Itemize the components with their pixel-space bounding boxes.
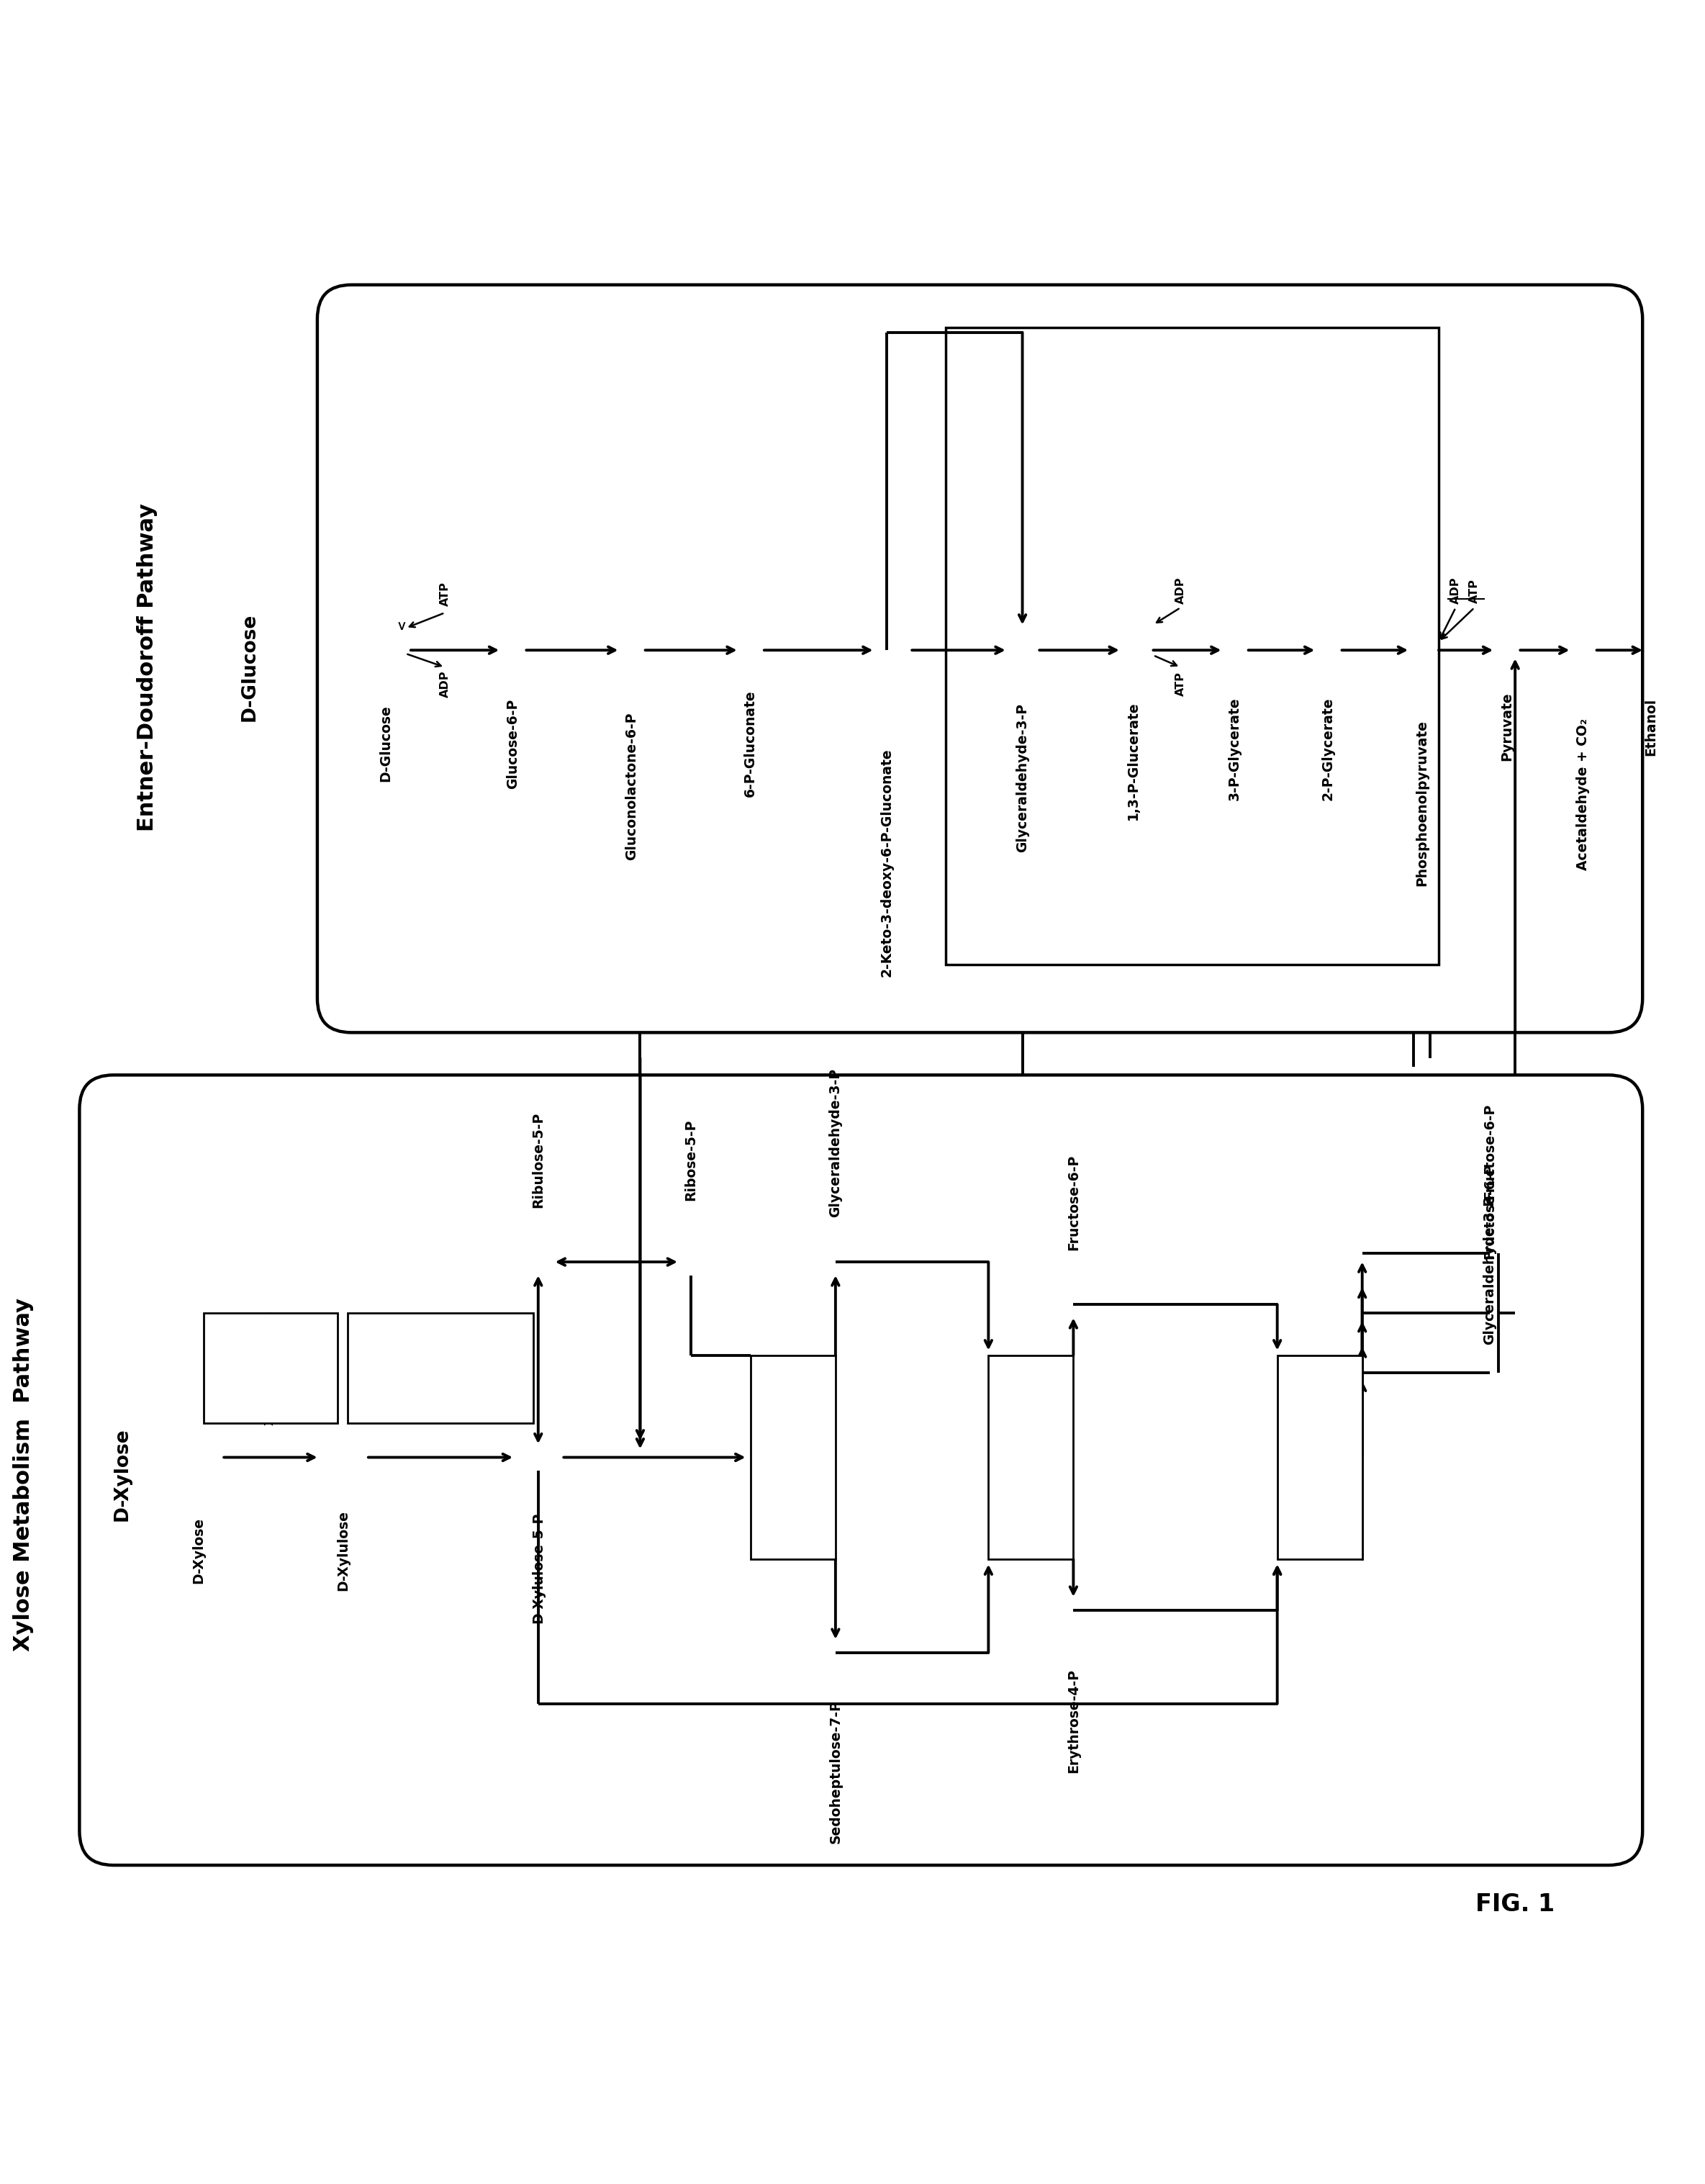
Text: D-Xylose: D-Xylose — [113, 1428, 131, 1520]
Text: Fructose-6-P: Fructose-6-P — [1483, 1103, 1497, 1199]
Text: Ethanol: Ethanol — [1644, 697, 1657, 756]
Text: 6-P-Gluconate: 6-P-Gluconate — [743, 690, 757, 797]
Text: Transaldolase: Transaldolase — [1025, 1413, 1037, 1503]
Text: Fructose-6-P: Fructose-6-P — [1483, 1164, 1497, 1258]
Text: D-Glucose: D-Glucose — [240, 614, 259, 721]
Bar — [750, 1356, 835, 1559]
FancyBboxPatch shape — [80, 1075, 1642, 1865]
Text: Sedoheptulose-7-P: Sedoheptulose-7-P — [829, 1699, 842, 1843]
Text: Xylose Isomerase: Xylose Isomerase — [266, 1310, 276, 1426]
Text: ADP: ADP — [448, 1385, 459, 1411]
Bar — [989, 1356, 1074, 1559]
Text: 2-P-Glycerate: 2-P-Glycerate — [1321, 697, 1335, 799]
Text: D-Xylulose-5-P: D-Xylulose-5-P — [532, 1511, 546, 1623]
Text: Acetaldehyde + CO₂: Acetaldehyde + CO₂ — [1575, 719, 1589, 871]
Text: D-Xylulose: D-Xylulose — [336, 1511, 350, 1592]
Text: Xylulokinase: Xylulokinase — [435, 1328, 447, 1409]
Text: Phosphoenolpyruvate: Phosphoenolpyruvate — [1415, 721, 1429, 887]
Text: Pyruvate: Pyruvate — [1500, 692, 1514, 760]
Text: Fructose-6-P: Fructose-6-P — [1067, 1155, 1081, 1251]
Text: D-Xylose: D-Xylose — [191, 1518, 205, 1583]
Text: Xylose Metabolism  Pathway: Xylose Metabolism Pathway — [14, 1297, 34, 1651]
Text: Glucose-6-P: Glucose-6-P — [506, 699, 520, 788]
Text: Ribose-5-P: Ribose-5-P — [684, 1118, 697, 1201]
Text: ATP: ATP — [440, 581, 450, 607]
Text: Glyceraldehyde-3-P: Glyceraldehyde-3-P — [1483, 1197, 1497, 1345]
Text: Glyceraldehyde-3-P: Glyceraldehyde-3-P — [829, 1068, 842, 1216]
Text: Gluconolactone-6-P: Gluconolactone-6-P — [624, 712, 638, 860]
Text: ATP: ATP — [448, 1324, 459, 1348]
Text: Entner-Doudoroff Pathway: Entner-Doudoroff Pathway — [136, 502, 159, 832]
Bar — [203, 1313, 338, 1424]
FancyBboxPatch shape — [317, 284, 1642, 1033]
Text: 2-Keto-3-deoxy-6-P-Gluconate: 2-Keto-3-deoxy-6-P-Gluconate — [880, 749, 893, 976]
Text: ATP: ATP — [1470, 579, 1480, 603]
Text: FIG. 1: FIG. 1 — [1475, 1891, 1555, 1915]
Bar — [946, 328, 1439, 965]
Bar — [348, 1313, 534, 1424]
Text: D-Glucose: D-Glucose — [379, 705, 392, 782]
Text: <: < — [396, 620, 409, 629]
Text: Erythrose-4-P: Erythrose-4-P — [1067, 1669, 1081, 1773]
Text: 3-P-Glycerate: 3-P-Glycerate — [1228, 697, 1241, 799]
Bar — [1277, 1356, 1362, 1559]
Text: Transketolase: Transketolase — [1315, 1413, 1325, 1503]
Text: ADP: ADP — [1451, 577, 1461, 605]
Text: Glyceraldehyde-3-P: Glyceraldehyde-3-P — [1016, 703, 1030, 852]
Text: Ribulose-5-P: Ribulose-5-P — [532, 1112, 546, 1208]
Text: <: < — [414, 1365, 425, 1374]
Text: Transketolase: Transketolase — [788, 1413, 798, 1503]
Text: ATP: ATP — [1175, 673, 1185, 697]
Text: 1,3-P-Glucerate: 1,3-P-Glucerate — [1125, 701, 1139, 819]
Text: ADP: ADP — [1175, 577, 1185, 605]
Text: ADP: ADP — [440, 670, 450, 697]
